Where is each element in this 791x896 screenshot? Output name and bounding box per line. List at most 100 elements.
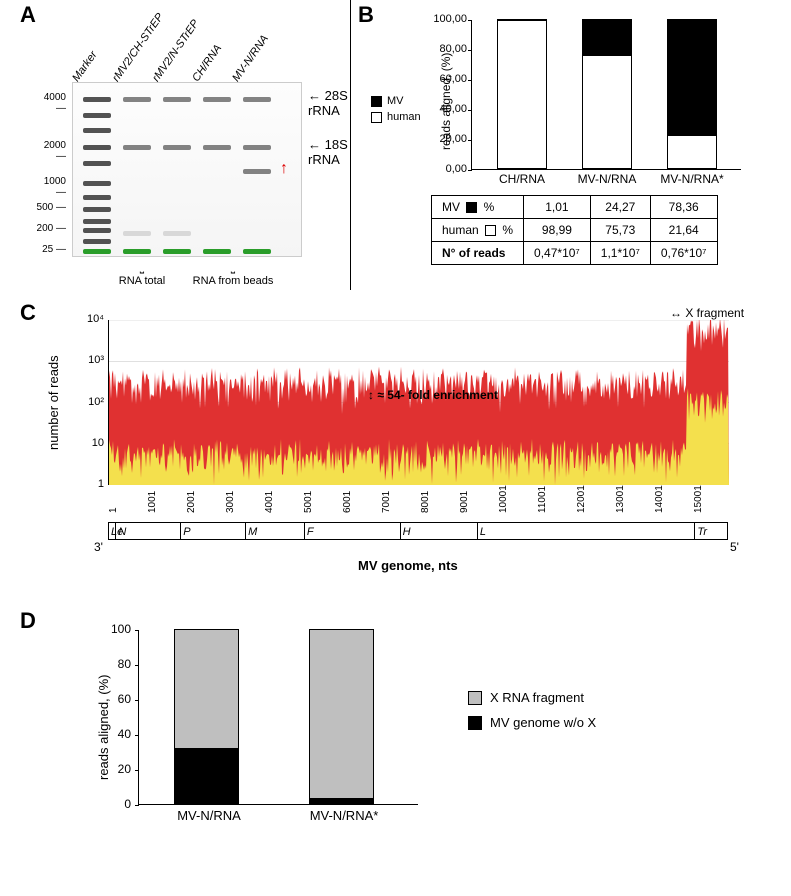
b-seg-mv (668, 20, 716, 136)
d-x-tick: MV-N/RNA* (289, 808, 399, 823)
gel-band (123, 97, 151, 102)
gel-marker-tick: 500 — (34, 202, 66, 213)
d-y-tick: 40 (101, 727, 131, 741)
gel-marker-tick: 1000 — (34, 176, 66, 198)
d-y-tick: 0 (101, 797, 131, 811)
d-y-tick: 60 (101, 692, 131, 706)
gel-dye-front (203, 249, 231, 254)
gene-segment: P (181, 523, 246, 539)
c-y-tick: 1 (76, 478, 104, 490)
gel-lane (199, 83, 235, 256)
gel-band (83, 195, 111, 200)
gel-dye-front (123, 249, 151, 254)
c-x-tick: 6001 (342, 491, 353, 513)
gel-band (83, 228, 111, 233)
arrow-28s: ← 28S rRNA (308, 88, 348, 118)
panel-d: reads aligned, (%) 020406080100MV-N/RNAM… (28, 610, 768, 890)
c-y-tick: 10³ (76, 354, 104, 366)
b-seg-human (583, 56, 631, 168)
gel-band (203, 97, 231, 102)
b-x-tick: CH/RNA (482, 172, 562, 186)
gel-band (83, 128, 111, 133)
gel-band (243, 169, 271, 174)
b-seg-human (498, 22, 546, 169)
gel-lane (239, 83, 275, 256)
b-y-tick: 20,00 (422, 133, 467, 145)
gel-band (163, 145, 191, 150)
c-y-tick: 10 (76, 437, 104, 449)
b-y-tick: 0,00 (422, 163, 467, 175)
b-bar (582, 19, 632, 169)
gel-band-faint (123, 231, 151, 236)
b-legend-item: MV (371, 95, 421, 107)
d-legend-item: MV genome w/o X (468, 715, 596, 730)
gel-band (83, 113, 111, 118)
c-y-tick: 10⁴ (76, 313, 104, 325)
gel-band (243, 145, 271, 150)
c-x-tick: 1001 (147, 491, 158, 513)
bar-chart-d: 020406080100MV-N/RNAMV-N/RNA* (138, 630, 418, 805)
gel-marker-tick: 25 — (34, 244, 66, 255)
c-x-tick: 15001 (693, 485, 704, 513)
c-y-tick: 10² (76, 396, 104, 408)
gene-segment: Tr (695, 523, 727, 539)
d-bar (174, 629, 239, 804)
d-y-tick: 80 (101, 657, 131, 671)
c-x-tick: 2001 (186, 491, 197, 513)
gel-band (123, 145, 151, 150)
panel-a: 4000 —2000 —1000 —500 —200 —25 — Markerr… (28, 10, 348, 280)
gel-lane-label: MV-N/RNA (230, 33, 271, 84)
d-seg-xfrag (310, 630, 373, 798)
gel-lane (119, 83, 155, 256)
gel-image (72, 82, 302, 257)
b-x-tick: MV-N/RNA (567, 172, 647, 186)
d-y-tick: 20 (101, 762, 131, 776)
gel-marker-tick: 2000 — (34, 140, 66, 162)
gel-band-faint (163, 231, 191, 236)
gel-bottom-label: ⎵RNA from beads (189, 262, 277, 287)
gel-band (83, 219, 111, 224)
c-x-tick: 1 (108, 507, 119, 513)
gel-band (243, 97, 271, 102)
d-bar (309, 629, 374, 804)
d-x-tick: MV-N/RNA (154, 808, 264, 823)
gel-band (203, 145, 231, 150)
gene-segment: H (401, 523, 478, 539)
gel-marker-tick: 200 — (34, 223, 66, 234)
enrichment-label: ↕ ≈ 54- fold enrichment (368, 388, 498, 402)
b-y-tick: 80,00 (422, 43, 467, 55)
c-x-tick: 4001 (264, 491, 275, 513)
d-seg-genome (310, 798, 373, 803)
gel-band (83, 207, 111, 212)
gel-band (83, 239, 111, 244)
gel-bottom-label: ⎵RNA total (102, 262, 182, 287)
gel-band (163, 97, 191, 102)
b-seg-mv (498, 20, 546, 21)
b-y-tick: 60,00 (422, 73, 467, 85)
panel-c: number of reads ↔ X fragment ↕ ≈ 54- fol… (28, 300, 768, 580)
legend-b: MVhuman (371, 95, 421, 127)
legend-d: X RNA fragmentMV genome w/o X (468, 690, 596, 740)
c-x-tick: 5001 (303, 491, 314, 513)
chart-c (108, 320, 728, 485)
gene-segment: F (305, 523, 401, 539)
b-table-row: human %98,9975,7321,64 (432, 219, 718, 242)
b-x-tick: MV-N/RNA* (652, 172, 732, 186)
gel-dye-front (83, 249, 111, 254)
c-x-tick: 3001 (225, 491, 236, 513)
b-y-tick: 40,00 (422, 103, 467, 115)
panel-b: reads aligned, (%) 0,0020,0040,0060,0080… (350, 0, 790, 290)
gel-lane-label: CH/RNA (190, 43, 224, 84)
c-x-tick: 12001 (576, 485, 587, 513)
gel-lane (159, 83, 195, 256)
gel-band (83, 145, 111, 150)
b-y-tick: 100,00 (422, 13, 467, 25)
gene-segment: L (478, 523, 696, 539)
b-seg-human (668, 136, 716, 168)
c-x-axis-label: MV genome, nts (358, 558, 458, 573)
c-x-tick: 11001 (537, 486, 548, 513)
gel-lane-label: Marker (70, 49, 99, 84)
c-x-tick: 9001 (459, 491, 470, 513)
gene-segment: M (246, 523, 305, 539)
three-prime-label: 3' (94, 540, 103, 554)
